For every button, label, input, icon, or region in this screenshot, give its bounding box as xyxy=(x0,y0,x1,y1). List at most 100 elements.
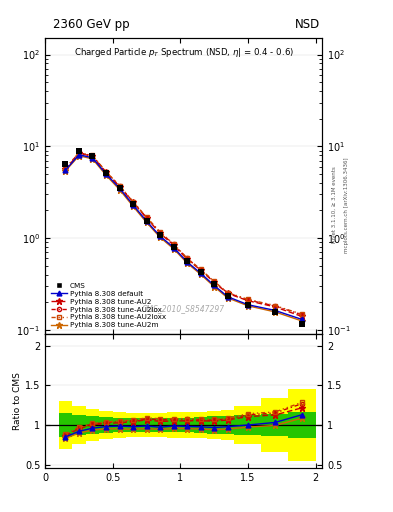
Text: mcplots.cern.ch [arXiv:1306.3436]: mcplots.cern.ch [arXiv:1306.3436] xyxy=(344,157,349,252)
CMS xyxy=(144,218,149,224)
Pythia 8.308 tune-AU2 xyxy=(225,290,230,296)
Pythia 8.308 default xyxy=(171,244,176,250)
Pythia 8.308 tune-AU2 xyxy=(212,279,217,285)
Pythia 8.308 tune-AU2 xyxy=(117,183,122,189)
CMS xyxy=(246,302,250,308)
Pythia 8.308 default xyxy=(273,307,277,313)
Pythia 8.308 tune-AU2loxx xyxy=(246,296,250,303)
Pythia 8.308 tune-AU2m xyxy=(104,172,108,178)
Pythia 8.308 tune-AU2loxx xyxy=(90,153,95,159)
Line: CMS: CMS xyxy=(62,148,305,328)
Legend: CMS, Pythia 8.308 default, Pythia 8.308 tune-AU2, Pythia 8.308 tune-AU2lox, Pyth: CMS, Pythia 8.308 default, Pythia 8.308 … xyxy=(49,281,168,330)
Pythia 8.308 tune-AU2m xyxy=(171,246,176,252)
Pythia 8.308 default xyxy=(158,233,162,239)
Pythia 8.308 tune-AU2loxx xyxy=(299,311,304,317)
Pythia 8.308 tune-AU2m xyxy=(246,303,250,309)
Pythia 8.308 tune-AU2lox xyxy=(273,303,277,309)
Pythia 8.308 tune-AU2loxx xyxy=(77,150,81,156)
Pythia 8.308 tune-AU2 xyxy=(185,256,189,262)
Pythia 8.308 tune-AU2m xyxy=(158,234,162,241)
Pythia 8.308 default xyxy=(104,171,108,177)
Line: Pythia 8.308 tune-AU2loxx: Pythia 8.308 tune-AU2loxx xyxy=(63,151,304,316)
Pythia 8.308 tune-AU2m xyxy=(299,318,304,324)
Pythia 8.308 tune-AU2lox xyxy=(185,255,189,262)
Pythia 8.308 tune-AU2loxx xyxy=(273,303,277,309)
Pythia 8.308 tune-AU2 xyxy=(299,313,304,319)
Pythia 8.308 default xyxy=(212,282,217,288)
Text: Charged Particle $p_T$ Spectrum (NSD, $\eta$| = 0.4 - 0.6): Charged Particle $p_T$ Spectrum (NSD, $\… xyxy=(73,46,294,59)
Pythia 8.308 tune-AU2 xyxy=(171,242,176,248)
Pythia 8.308 tune-AU2m xyxy=(144,220,149,226)
Pythia 8.308 tune-AU2m xyxy=(212,284,217,290)
CMS xyxy=(131,201,136,207)
Pythia 8.308 tune-AU2m xyxy=(185,260,189,266)
Pythia 8.308 tune-AU2lox xyxy=(131,199,136,205)
Pythia 8.308 tune-AU2m xyxy=(198,271,203,278)
Text: NSD: NSD xyxy=(295,18,320,31)
Line: Pythia 8.308 tune-AU2m: Pythia 8.308 tune-AU2m xyxy=(62,153,305,324)
Pythia 8.308 tune-AU2m xyxy=(90,156,95,162)
CMS xyxy=(185,258,189,264)
Pythia 8.308 default xyxy=(131,202,136,208)
Pythia 8.308 tune-AU2lox xyxy=(158,229,162,236)
Pythia 8.308 tune-AU2loxx xyxy=(171,241,176,247)
Pythia 8.308 tune-AU2m xyxy=(225,295,230,301)
Pythia 8.308 tune-AU2lox xyxy=(117,183,122,189)
Pythia 8.308 tune-AU2m xyxy=(117,186,122,193)
Pythia 8.308 tune-AU2loxx xyxy=(117,183,122,189)
CMS xyxy=(198,269,203,275)
Text: 2360 GeV pp: 2360 GeV pp xyxy=(53,18,130,31)
Pythia 8.308 default xyxy=(77,152,81,158)
Pythia 8.308 default xyxy=(144,218,149,224)
Pythia 8.308 tune-AU2 xyxy=(90,153,95,159)
Pythia 8.308 default xyxy=(185,259,189,265)
Pythia 8.308 default xyxy=(90,155,95,161)
Pythia 8.308 tune-AU2lox xyxy=(104,169,108,175)
CMS xyxy=(158,232,162,238)
Pythia 8.308 tune-AU2loxx xyxy=(212,279,217,285)
Pythia 8.308 tune-AU2 xyxy=(77,150,81,156)
CMS xyxy=(117,184,122,190)
Pythia 8.308 tune-AU2m xyxy=(63,168,68,174)
Pythia 8.308 tune-AU2 xyxy=(158,230,162,237)
CMS xyxy=(212,281,217,287)
Pythia 8.308 tune-AU2loxx xyxy=(63,165,68,172)
CMS xyxy=(63,160,68,166)
Text: CMS_2010_S8547297: CMS_2010_S8547297 xyxy=(142,304,225,313)
Pythia 8.308 tune-AU2lox xyxy=(299,312,304,318)
Pythia 8.308 tune-AU2loxx xyxy=(131,199,136,205)
Pythia 8.308 default xyxy=(246,302,250,308)
CMS xyxy=(90,153,95,159)
Pythia 8.308 tune-AU2lox xyxy=(144,215,149,221)
Line: Pythia 8.308 default: Pythia 8.308 default xyxy=(63,152,305,322)
Pythia 8.308 tune-AU2 xyxy=(246,297,250,304)
Pythia 8.308 tune-AU2lox xyxy=(225,290,230,296)
Pythia 8.308 tune-AU2lox xyxy=(77,150,81,156)
Pythia 8.308 tune-AU2lox xyxy=(212,279,217,285)
Pythia 8.308 tune-AU2loxx xyxy=(225,289,230,295)
Pythia 8.308 tune-AU2lox xyxy=(198,267,203,273)
Pythia 8.308 tune-AU2 xyxy=(144,215,149,221)
Pythia 8.308 tune-AU2loxx xyxy=(104,168,108,175)
CMS xyxy=(225,293,230,299)
Pythia 8.308 default xyxy=(117,185,122,191)
CMS xyxy=(77,148,81,155)
Pythia 8.308 tune-AU2lox xyxy=(63,166,68,172)
Pythia 8.308 tune-AU2m xyxy=(77,153,81,159)
Pythia 8.308 tune-AU2m xyxy=(273,309,277,315)
Pythia 8.308 tune-AU2lox xyxy=(90,153,95,159)
CMS xyxy=(299,321,304,327)
Pythia 8.308 tune-AU2lox xyxy=(171,241,176,247)
Pythia 8.308 tune-AU2loxx xyxy=(198,266,203,272)
Text: Rivet 3.1.10, ≥ 3.1M events: Rivet 3.1.10, ≥ 3.1M events xyxy=(332,166,337,243)
Y-axis label: Ratio to CMS: Ratio to CMS xyxy=(13,372,22,430)
Pythia 8.308 tune-AU2 xyxy=(104,169,108,176)
Pythia 8.308 default xyxy=(299,316,304,323)
CMS xyxy=(104,170,108,176)
Line: Pythia 8.308 tune-AU2lox: Pythia 8.308 tune-AU2lox xyxy=(63,151,304,317)
Pythia 8.308 default xyxy=(63,167,68,173)
CMS xyxy=(171,244,176,250)
Pythia 8.308 tune-AU2lox xyxy=(246,297,250,303)
Pythia 8.308 tune-AU2 xyxy=(63,166,68,173)
Pythia 8.308 tune-AU2 xyxy=(273,304,277,310)
